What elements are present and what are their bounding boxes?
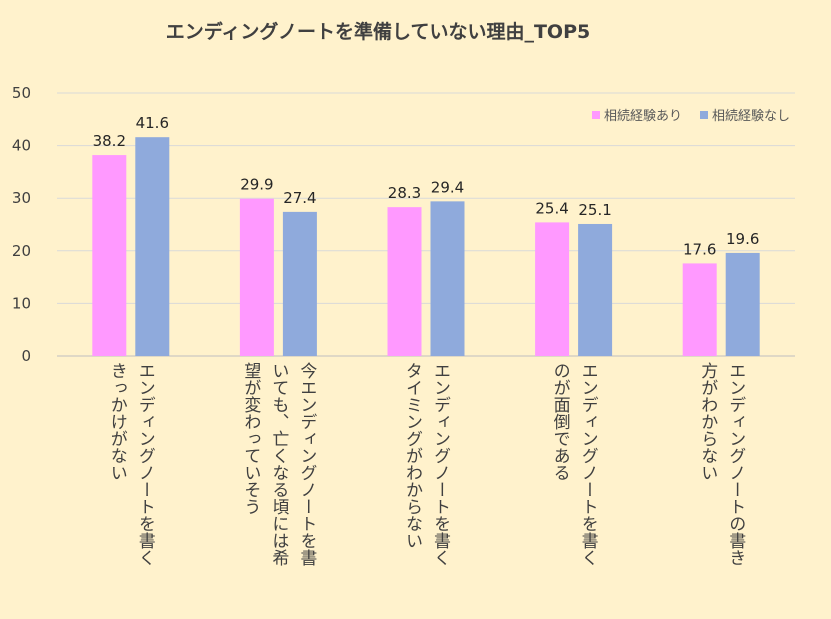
grid-layer: 0 10 20 30 40 50 — [12, 84, 795, 365]
bar-without-experience — [135, 137, 170, 356]
legend-label: 相続経験なし — [712, 109, 790, 124]
data-label: 28.3 — [388, 184, 421, 202]
y-tick-label: 40 — [12, 137, 31, 155]
y-tick-label: 0 — [21, 347, 31, 365]
y-tick-label: 20 — [12, 242, 31, 260]
category-label: エンディングノートの書き 方がわからない — [697, 362, 746, 566]
data-label: 17.6 — [683, 240, 716, 258]
category-label: エンディングノートを書く のが面倒である — [549, 362, 598, 566]
category-label: エンディングノートを書く タイミングがわからない — [402, 362, 450, 566]
data-labels-layer: 38.2 41.6 29.9 27.4 28.3 29.4 25.4 25.1 17.6 19.6 — [93, 114, 760, 258]
legend-swatch — [700, 111, 708, 119]
data-label: 27.4 — [283, 189, 316, 207]
y-tick-label: 50 — [12, 84, 31, 102]
y-tick-label: 30 — [12, 189, 31, 207]
bar-without-experience — [282, 211, 317, 356]
data-label: 19.6 — [726, 230, 759, 248]
category-label: 今エンディングノートを書 いても、亡くなる頃には希 望が変わっていそう — [240, 362, 317, 566]
legend-label: 相続経験あり — [604, 109, 682, 124]
legend: 相続経験あり 相続経験なし — [592, 109, 790, 124]
bars-layer — [92, 137, 760, 356]
chart-title: エンディングノートを準備していない理由_TOP5 — [166, 20, 590, 43]
data-label: 38.2 — [93, 132, 126, 150]
y-tick-label: 10 — [12, 294, 31, 312]
bar-with-experience — [387, 207, 422, 356]
bar-without-experience — [430, 201, 465, 356]
bar-without-experience — [578, 223, 613, 356]
bar-with-experience — [92, 155, 127, 356]
bar-without-experience — [725, 252, 760, 356]
bar-with-experience — [239, 198, 274, 356]
data-label: 25.4 — [535, 199, 568, 217]
category-label: エンディングノートを書く きっかけがない — [106, 362, 155, 566]
bar-with-experience — [535, 222, 570, 356]
data-label: 29.9 — [240, 176, 273, 194]
bar-with-experience — [682, 263, 717, 356]
data-label: 29.4 — [431, 178, 464, 196]
data-label: 41.6 — [136, 114, 169, 132]
legend-swatch — [592, 111, 600, 119]
data-label: 25.1 — [578, 201, 611, 219]
